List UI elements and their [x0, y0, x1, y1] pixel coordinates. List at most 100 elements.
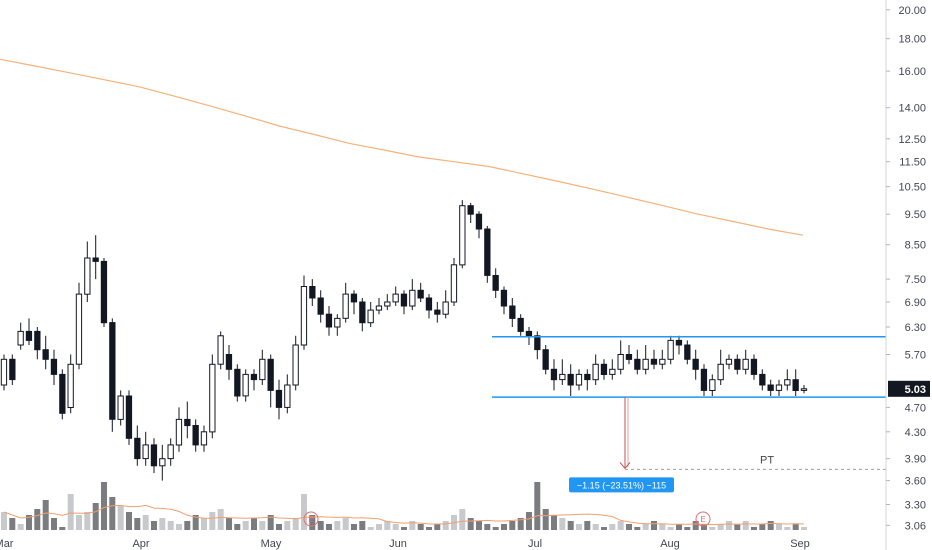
- candle-body: [675, 339, 683, 346]
- volume-bar: [209, 512, 216, 530]
- earnings-marker-icon: [303, 511, 319, 527]
- volume-bar: [217, 509, 224, 530]
- volume-bar: [417, 524, 424, 530]
- candle-body: [300, 286, 308, 346]
- volume-bar: [226, 518, 232, 530]
- candle: [467, 202, 474, 223]
- candle-body: [592, 363, 599, 381]
- candle-body: [134, 437, 141, 460]
- candle-body: [567, 373, 574, 386]
- candle-body: [400, 293, 408, 307]
- price-tick-label: 5.70: [905, 350, 926, 362]
- candle: [584, 369, 591, 391]
- volume-bar: [434, 524, 441, 530]
- candle-body: [50, 358, 58, 375]
- candle-body: [200, 431, 208, 446]
- candle-body: [442, 301, 449, 315]
- candle: [334, 314, 341, 336]
- price-tick-label: 6.90: [905, 297, 926, 309]
- price-tick-label: 4.30: [905, 427, 926, 439]
- candle-body: [517, 317, 524, 332]
- volume-bar: [359, 521, 366, 530]
- time-axis[interactable]: Mar Apr May Jun Jul Aug Sep: [0, 538, 810, 550]
- volume-bar: [167, 521, 174, 530]
- volume-bar: [26, 515, 32, 530]
- candle-body: [559, 373, 566, 381]
- volume-bar: [376, 524, 382, 530]
- candle-body: [334, 317, 341, 328]
- candle: [392, 286, 399, 306]
- volume-bar: [392, 524, 399, 530]
- candle-body: [150, 444, 158, 467]
- candle: [150, 438, 158, 474]
- candle-body: [475, 213, 483, 230]
- candle-body: [417, 289, 424, 299]
- volume-bar: [517, 518, 524, 530]
- volume-bar: [92, 503, 99, 530]
- candle-body: [525, 330, 533, 337]
- candle: [642, 345, 649, 375]
- volume-bar: [742, 521, 749, 530]
- candle-body: [717, 363, 724, 381]
- price-tick-label: 3.90: [905, 454, 926, 466]
- candle-body: [92, 257, 99, 262]
- candle-body: [25, 330, 33, 341]
- candle: [592, 354, 599, 385]
- volume-bar: [609, 524, 616, 530]
- candle-body: [609, 368, 616, 375]
- candle-body: [634, 358, 641, 370]
- candle-body: [359, 301, 366, 324]
- candle: [84, 241, 91, 302]
- volume-bar: [109, 497, 116, 530]
- candle: [359, 298, 366, 332]
- candle: [650, 349, 658, 370]
- candle: [434, 302, 441, 323]
- candle: [275, 379, 283, 420]
- candle: [175, 407, 183, 452]
- candle: [784, 369, 791, 391]
- volume-bar: [492, 527, 499, 530]
- candle: [559, 359, 566, 385]
- candle: [792, 369, 799, 396]
- candle-body: [109, 322, 116, 420]
- candle-body: [9, 358, 16, 381]
- price-axis[interactable]: 20.00 18.00 16.00 14.00 12.50 11.50 10.50 9.50 8…: [885, 0, 930, 550]
- candle: [534, 331, 541, 360]
- candle: [67, 354, 74, 414]
- candle: [759, 369, 766, 391]
- volume-bar: [784, 527, 791, 530]
- candle: [142, 431, 149, 466]
- candle-body: [125, 395, 133, 439]
- candle-body: [650, 358, 658, 365]
- volume-bar: [601, 527, 607, 530]
- candle-body: [392, 293, 399, 303]
- candle-body: [600, 363, 608, 375]
- volume-bar: [192, 515, 199, 530]
- candle-body: [692, 358, 699, 370]
- candle: [292, 335, 299, 391]
- volume-bar: [142, 515, 149, 530]
- volume-bar: [792, 524, 799, 530]
- candle-body: [667, 339, 674, 360]
- price-levels: PT −1.15 (−23.51%) −115 E E: [303, 335, 886, 527]
- candle: [700, 364, 708, 396]
- volume-bar: [292, 518, 299, 530]
- candle-body: [67, 363, 74, 408]
- candle: [442, 290, 449, 319]
- volume-bar: [117, 506, 124, 530]
- candle: [167, 438, 174, 466]
- volume-bar: [1, 512, 7, 530]
- month-tick-label: Apr: [132, 538, 149, 550]
- candle: [159, 444, 166, 481]
- candle-body: [142, 444, 149, 460]
- candle-body: [642, 358, 649, 370]
- volume-bar: [667, 527, 674, 530]
- candle: [25, 318, 33, 345]
- candle-body: [267, 358, 274, 391]
- volume-bar: [676, 524, 682, 530]
- candle: [675, 335, 683, 355]
- volume-bar: [76, 515, 82, 530]
- candle: [309, 279, 316, 306]
- month-tick-label: Sep: [790, 538, 810, 550]
- candle: [775, 379, 783, 396]
